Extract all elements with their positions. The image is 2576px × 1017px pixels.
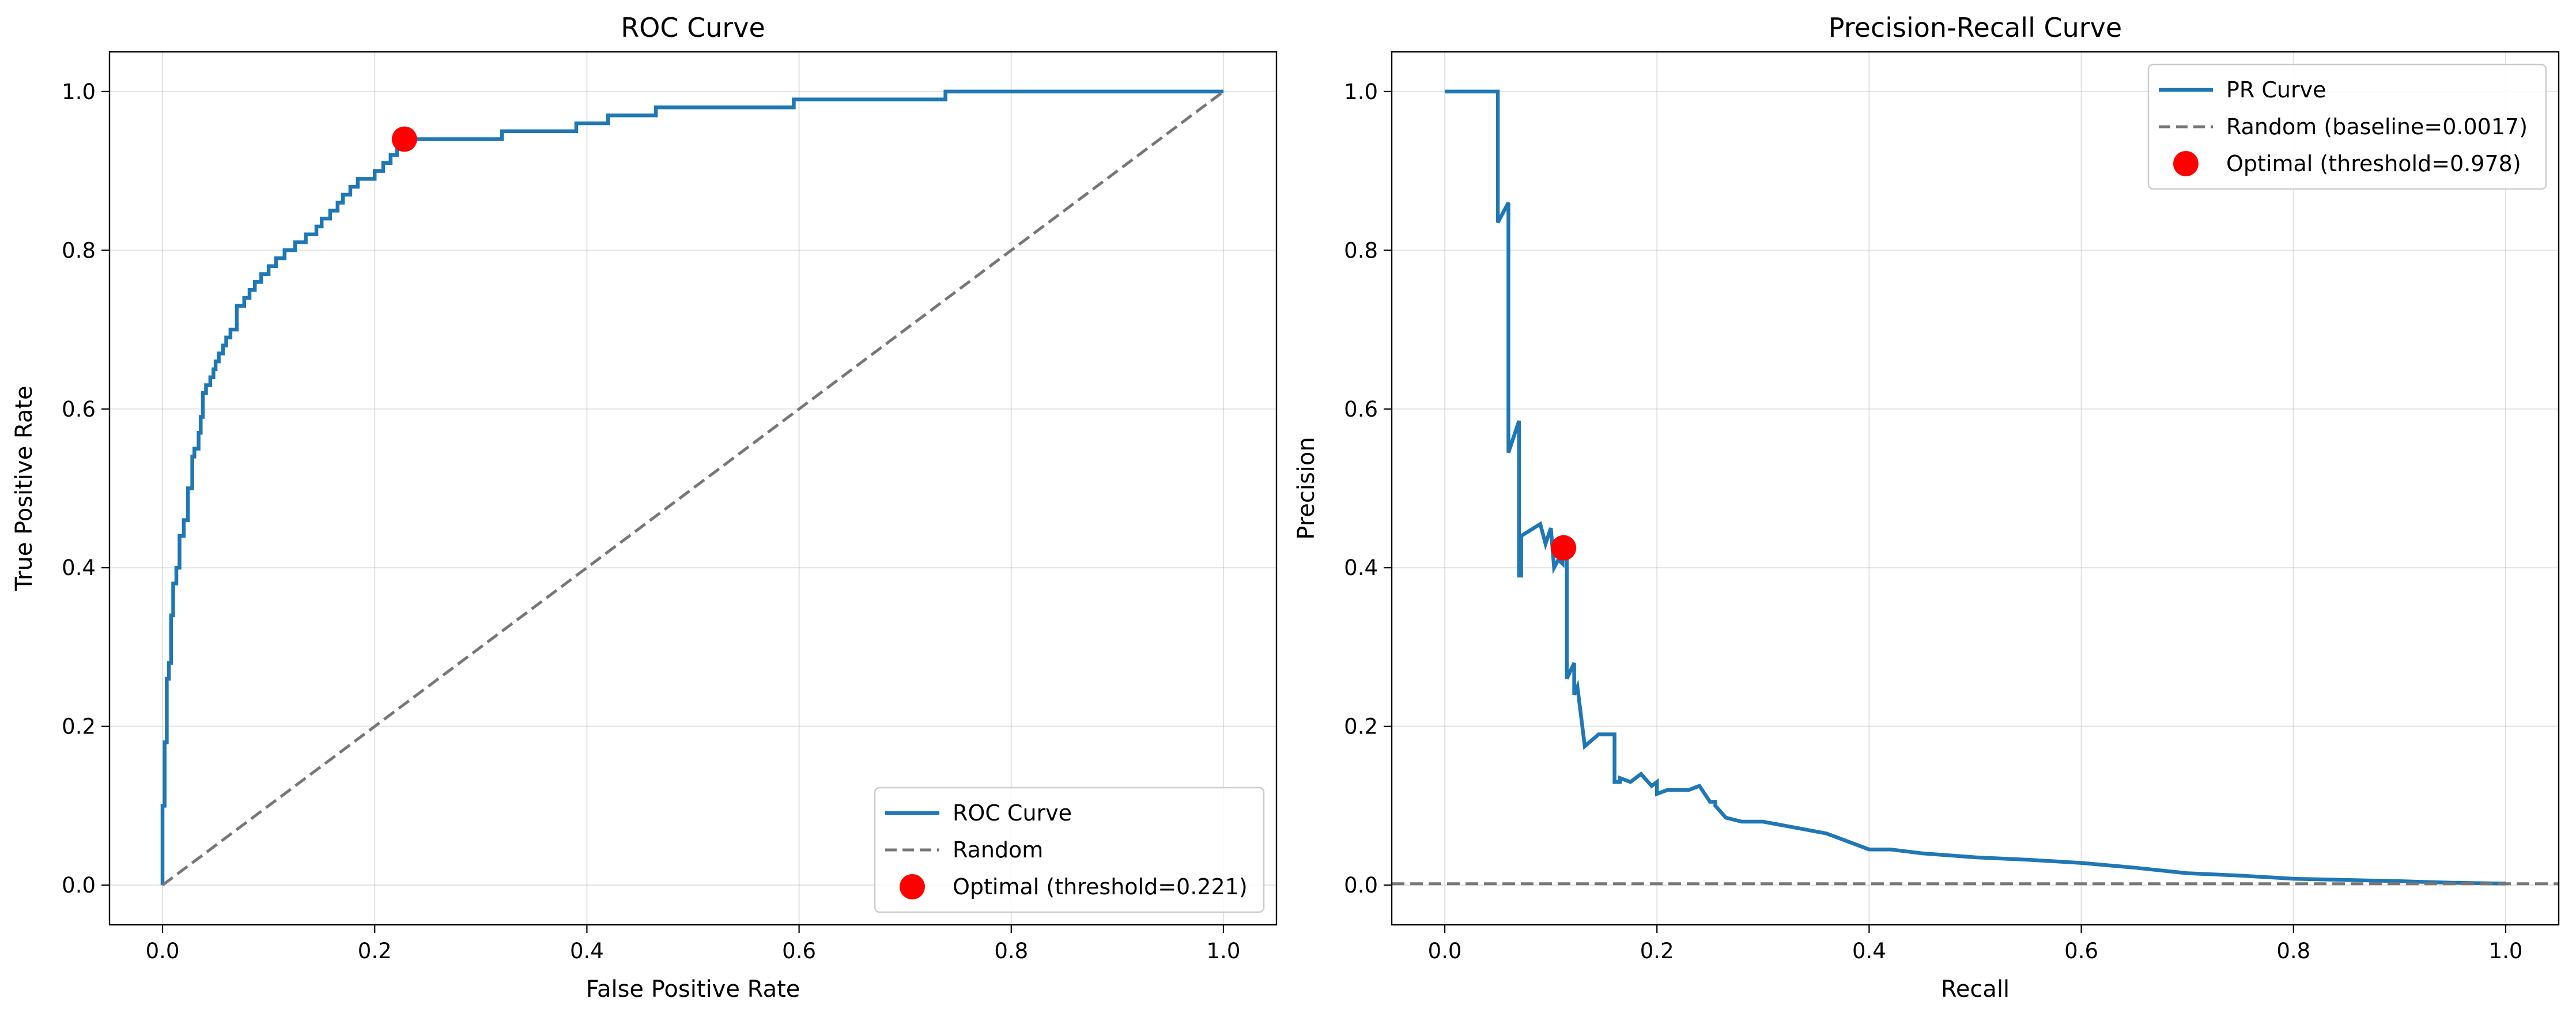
plot-area xyxy=(1392,89,2559,886)
x-tick-label: 1.0 xyxy=(2489,939,2523,963)
legend-box xyxy=(874,787,1265,913)
y-tick-label: 0.6 xyxy=(1344,397,1378,422)
chart-title: ROC Curve xyxy=(621,12,765,43)
y-tick-label: 0.8 xyxy=(1344,238,1378,263)
y-tick-label: 0.4 xyxy=(62,555,96,580)
x-axis-label: Recall xyxy=(1941,976,2010,1003)
x-tick-label: 0.6 xyxy=(2064,939,2098,963)
legend: ROC Curve Random Optimal (threshold=0.221) xyxy=(874,787,1265,913)
legend-label: Random (baseline=0.0017) xyxy=(2226,114,2528,139)
roc-chart: 0.0 0.2 0.4 0.6 0.8 1.0 0.0 0.2 0.4 0.6 0.8 1.0 ROC … xyxy=(11,12,1278,1003)
legend-marker xyxy=(2173,151,2199,176)
legend-box xyxy=(2147,63,2547,190)
legend-label: PR Curve xyxy=(2226,77,2326,103)
y-tick-label: 1.0 xyxy=(62,80,96,104)
baseline-line xyxy=(161,90,1225,887)
pr-chart: 0.0 0.2 0.4 0.6 0.8 1.0 0.0 0.2 0.4 0.6 0.8 1.0 Prec… xyxy=(1293,12,2560,1003)
curve-line xyxy=(1445,89,2506,886)
legend-label: Optimal (threshold=0.978) xyxy=(2226,151,2521,176)
x-tick-label: 0.2 xyxy=(358,939,392,963)
x-tick-label: 0.8 xyxy=(994,939,1028,963)
x-tick-label: 0.6 xyxy=(782,939,816,963)
x-tick-label: 0.0 xyxy=(1428,939,1462,963)
plot-frame xyxy=(108,51,1278,926)
plot-frame xyxy=(1391,51,2560,926)
x-tick-label: 0.0 xyxy=(146,939,180,963)
y-axis-label: Precision xyxy=(1293,437,1320,539)
x-axis-label: False Positive Rate xyxy=(586,976,800,1003)
y-tick-label: 0.0 xyxy=(1344,873,1378,898)
y-tick-label: 0.2 xyxy=(1344,714,1378,739)
y-tick-label: 0.6 xyxy=(62,397,96,422)
y-tick-label: 1.0 xyxy=(1344,80,1378,104)
legend-label: Random xyxy=(953,837,1043,863)
y-axis-label: True Positive Rate xyxy=(11,385,37,591)
legend-label: ROC Curve xyxy=(953,800,1072,826)
y-tick-label: 0.4 xyxy=(1344,555,1378,580)
legend-marker xyxy=(900,874,925,899)
legend: PR Curve Random (baseline=0.0017) Optimal … xyxy=(2147,63,2547,190)
x-tick-label: 0.2 xyxy=(1640,939,1674,963)
plot-area xyxy=(160,89,1225,887)
curve-line xyxy=(160,89,1223,886)
optimal-point xyxy=(1551,535,1577,561)
x-tick-label: 0.8 xyxy=(2276,939,2310,963)
x-tick-label: 1.0 xyxy=(1207,939,1241,963)
x-tick-label: 0.4 xyxy=(1852,939,1886,963)
optimal-point xyxy=(391,126,417,152)
y-tick-label: 0.2 xyxy=(62,714,96,739)
x-tick-label: 0.4 xyxy=(570,939,604,963)
y-tick-label: 0.0 xyxy=(62,873,96,898)
y-tick-label: 0.8 xyxy=(62,238,96,263)
legend-label: Optimal (threshold=0.221) xyxy=(953,874,1248,899)
chart-title: Precision-Recall Curve xyxy=(1829,12,2122,43)
